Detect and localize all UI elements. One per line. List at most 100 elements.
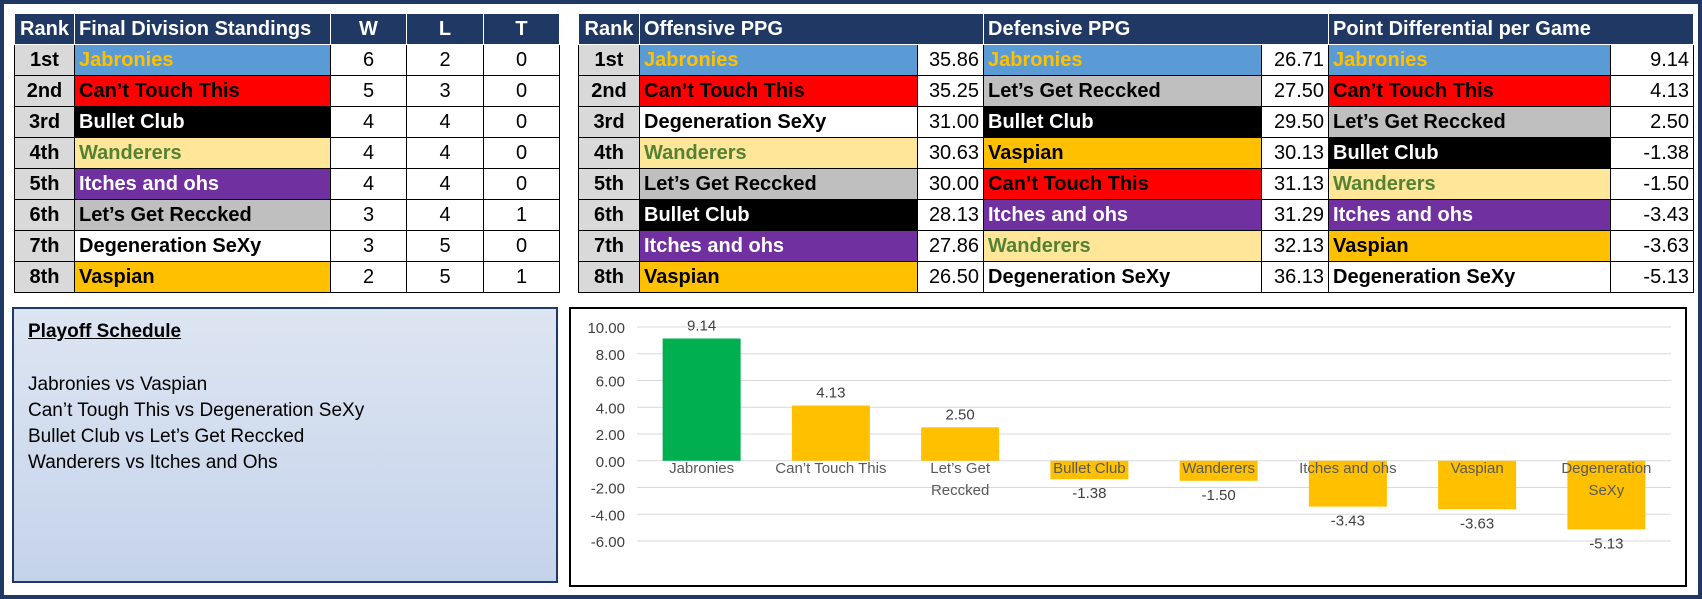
wins-cell: 6 bbox=[330, 44, 407, 76]
defense-team-cell: Can’t Touch This bbox=[983, 168, 1262, 200]
ties-cell: 0 bbox=[483, 168, 560, 200]
playoff-games-list: Jabronies vs Vaspian Can’t Tough This vs… bbox=[28, 372, 364, 476]
bar bbox=[1308, 460, 1387, 507]
ppg-row: 7th Itches and ohs 27.86 Wanderers 32.13 Vasp… bbox=[578, 230, 1695, 262]
bar bbox=[791, 405, 870, 461]
defense-value-cell: 27.50 bbox=[1260, 75, 1330, 107]
offense-team-cell: Let’s Get Reccked bbox=[639, 168, 918, 200]
offense-value-cell: 31.00 bbox=[917, 106, 984, 138]
rank-cell: 5th bbox=[578, 168, 640, 200]
rank-cell: 2nd bbox=[578, 75, 640, 107]
defense-team-cell: Wanderers bbox=[983, 230, 1262, 262]
y-tick-label: 10.00 bbox=[587, 320, 625, 337]
ppg-row: 2nd Can’t Touch This 35.25 Let’s Get Reccke… bbox=[578, 75, 1695, 107]
y-tick-label: 8.00 bbox=[596, 347, 625, 364]
ties-header: T bbox=[483, 13, 560, 45]
bar bbox=[662, 338, 741, 461]
team-name-cell: Bullet Club bbox=[74, 106, 331, 138]
x-tick-label: Let’s Get bbox=[930, 460, 991, 477]
y-tick-label: 4.00 bbox=[596, 400, 625, 417]
differential-team-cell: Wanderers bbox=[1328, 168, 1612, 200]
defense-value-cell: 31.13 bbox=[1260, 168, 1330, 200]
defense-value-cell: 26.71 bbox=[1260, 44, 1330, 76]
bar bbox=[1567, 460, 1646, 530]
standings-row: 3rd Bullet Club 4 4 0 bbox=[14, 106, 560, 138]
differential-team-cell: Itches and ohs bbox=[1328, 199, 1612, 231]
y-tick-label: -2.00 bbox=[591, 481, 625, 498]
differential-bar-chart: -6.00 -4.00 -2.00 0.00 2.00 4.00 6.00 8.00 10.00… bbox=[587, 318, 1671, 552]
rank-header: Rank bbox=[14, 13, 75, 45]
bar bbox=[921, 427, 1000, 461]
y-tick-label: 6.00 bbox=[596, 374, 625, 391]
standings-row: 2nd Can’t Touch This 5 3 0 bbox=[14, 75, 560, 107]
x-tick-label: Degeneration bbox=[1561, 460, 1651, 477]
differential-value-cell: -3.63 bbox=[1610, 230, 1695, 262]
losses-header: L bbox=[406, 13, 484, 45]
ppg-row: 1st Jabronies 35.86 Jabronies 26.71 Jabronies… bbox=[578, 44, 1695, 76]
data-label: -5.13 bbox=[1589, 535, 1623, 552]
wins-header: W bbox=[330, 13, 407, 45]
differential-value-cell: 4.13 bbox=[1610, 75, 1695, 107]
losses-cell: 5 bbox=[406, 230, 484, 262]
defense-team-cell: Let’s Get Reccked bbox=[983, 75, 1262, 107]
offense-team-cell: Bullet Club bbox=[639, 199, 918, 231]
defense-team-cell: Vaspian bbox=[983, 137, 1262, 169]
rank-cell: 8th bbox=[578, 261, 640, 293]
playoff-game: Can’t Tough This vs Degeneration SeXy bbox=[28, 400, 365, 421]
rank-cell: 1st bbox=[578, 44, 640, 76]
y-tick-label: -6.00 bbox=[591, 534, 625, 551]
offense-value-cell: 35.25 bbox=[917, 75, 984, 107]
ties-cell: 0 bbox=[483, 137, 560, 169]
ppg-row: 3rd Degeneration SeXy 31.00 Bullet Club 29.5… bbox=[578, 106, 1695, 138]
standings-row: 7th Degeneration SeXy 3 5 0 bbox=[14, 230, 560, 262]
data-label: -3.43 bbox=[1331, 513, 1365, 530]
defense-value-cell: 32.13 bbox=[1260, 230, 1330, 262]
defense-value-cell: 36.13 bbox=[1260, 261, 1330, 293]
rank-cell: 7th bbox=[578, 230, 640, 262]
wins-cell: 3 bbox=[330, 199, 407, 231]
differential-team-cell: Can’t Touch This bbox=[1328, 75, 1612, 107]
team-name-cell: Wanderers bbox=[74, 137, 331, 169]
team-name-cell: Degeneration SeXy bbox=[74, 230, 331, 262]
ppg-row: 5th Let’s Get Reccked 30.00 Can’t Touch Thi… bbox=[578, 168, 1695, 200]
x-tick-label: Bullet Club bbox=[1053, 460, 1126, 477]
ppg-rank-header: Rank bbox=[578, 13, 640, 45]
playoff-game: Jabronies vs Vaspian bbox=[28, 374, 208, 395]
standings-row: 1st Jabronies 6 2 0 bbox=[14, 44, 560, 76]
defensive-ppg-header: Defensive PPG bbox=[982, 13, 1330, 45]
y-tick-label: 2.00 bbox=[596, 427, 625, 444]
rank-cell: 6th bbox=[578, 199, 640, 231]
ties-cell: 0 bbox=[483, 230, 560, 262]
ties-cell: 0 bbox=[483, 106, 560, 138]
team-name-cell: Itches and ohs bbox=[74, 168, 331, 200]
rank-cell: 3rd bbox=[578, 106, 640, 138]
data-label: 9.14 bbox=[687, 318, 716, 335]
offense-team-cell: Itches and ohs bbox=[639, 230, 918, 262]
differential-value-cell: -1.38 bbox=[1610, 137, 1695, 169]
data-label: -1.50 bbox=[1202, 487, 1236, 504]
offense-value-cell: 26.50 bbox=[917, 261, 984, 293]
ties-cell: 0 bbox=[483, 75, 560, 107]
data-label: 4.13 bbox=[816, 385, 845, 402]
wins-cell: 2 bbox=[330, 261, 407, 293]
differential-value-cell: 2.50 bbox=[1610, 106, 1695, 138]
differential-team-cell: Vaspian bbox=[1328, 230, 1612, 262]
defense-team-cell: Bullet Club bbox=[983, 106, 1262, 138]
differential-header: Point Differential per Game bbox=[1328, 13, 1695, 45]
differential-value-cell: -3.43 bbox=[1610, 199, 1695, 231]
data-label: 2.50 bbox=[946, 406, 975, 423]
offense-value-cell: 27.86 bbox=[917, 230, 984, 262]
losses-cell: 3 bbox=[406, 75, 484, 107]
ppg-row: 8th Vaspian 26.50 Degeneration SeXy 36.13 Deg… bbox=[578, 261, 1695, 293]
rank-cell: 2nd bbox=[14, 75, 75, 107]
playoff-game: Bullet Club vs Let’s Get Reccked bbox=[28, 426, 305, 447]
x-tick-label: Jabronies bbox=[669, 460, 734, 477]
offense-value-cell: 30.63 bbox=[917, 137, 984, 169]
offense-team-cell: Can’t Touch This bbox=[639, 75, 918, 107]
ppg-header-row: Rank Offensive PPG Defensive PPG Point D… bbox=[578, 13, 1695, 45]
offense-team-cell: Degeneration SeXy bbox=[639, 106, 918, 138]
differential-team-cell: Degeneration SeXy bbox=[1328, 261, 1612, 293]
losses-cell: 4 bbox=[406, 199, 484, 231]
ppg-row: 4th Wanderers 30.63 Vaspian 30.13 Bullet Club… bbox=[578, 137, 1695, 169]
standings-row: 8th Vaspian 2 5 1 bbox=[14, 261, 560, 293]
